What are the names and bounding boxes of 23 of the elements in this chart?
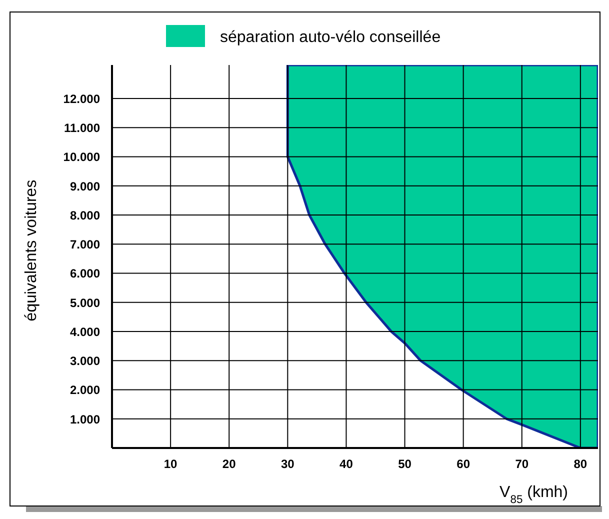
x-tick-label: 10 <box>164 457 178 471</box>
x-tick-label: 30 <box>280 457 295 471</box>
x-tick-label: 20 <box>222 457 236 471</box>
legend-label: séparation auto-vélo conseillée <box>220 29 441 46</box>
y-tick-label: 1.000 <box>70 412 100 426</box>
y-tick-label: 5.000 <box>70 296 100 310</box>
x-tick-label: 70 <box>515 457 529 471</box>
y-tick-label: 2.000 <box>70 383 100 398</box>
x-tick-label: 40 <box>340 457 354 471</box>
y-tick-label: 11.000 <box>64 121 100 136</box>
y-tick-label: 9.000 <box>70 179 100 194</box>
y-tick-label: 10.000 <box>63 150 100 164</box>
y-tick-label: 6.000 <box>70 266 100 281</box>
y-axis-title: équivalents voitures <box>23 180 40 322</box>
x-tick-label: 80 <box>574 457 588 471</box>
x-tick-label: 60 <box>456 457 470 471</box>
y-tick-label: 12.000 <box>63 92 100 106</box>
y-tick-label: 8.000 <box>70 208 100 222</box>
y-tick-label: 3.000 <box>70 354 100 368</box>
x-tick-label: 50 <box>398 457 412 471</box>
y-tick-label: 7.000 <box>70 238 100 252</box>
y-tick-label: 4.000 <box>70 325 100 339</box>
x-axis-title: V$_{85}$ (kmh) <box>500 484 568 506</box>
